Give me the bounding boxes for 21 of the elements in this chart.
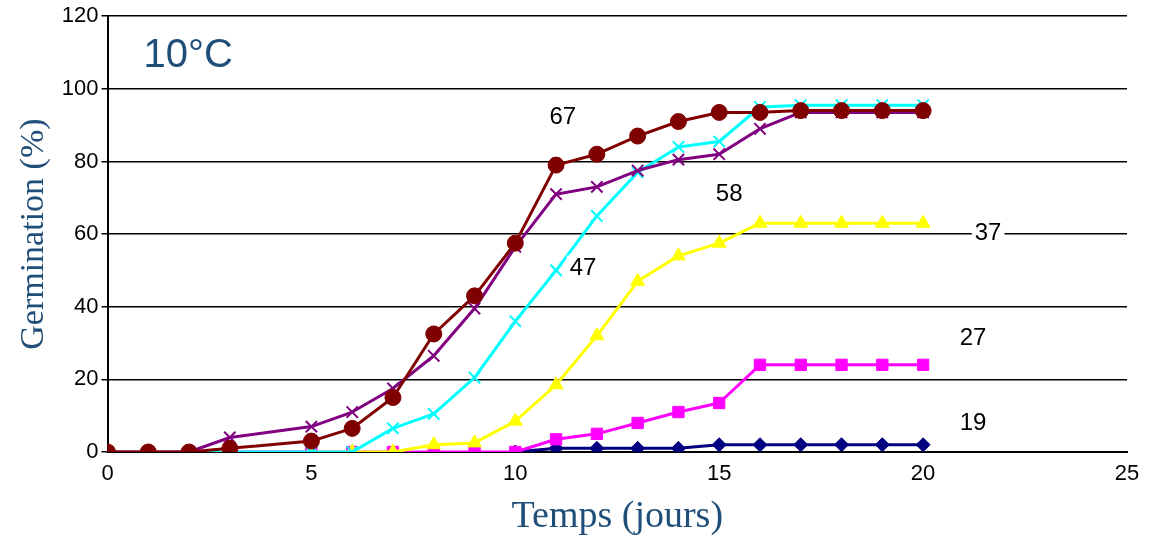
series-label: 58 (715, 178, 743, 206)
y-tick-label: 100 (61, 74, 99, 100)
y-tick-label: 20 (74, 365, 99, 391)
x-tick-label: 10 (503, 460, 528, 486)
x-tick-label: 25 (1114, 460, 1140, 486)
x-tick-label: 5 (305, 460, 318, 486)
series-label: 27 (959, 323, 987, 351)
series-label: 37 (974, 217, 1002, 245)
y-tick-label: 120 (61, 2, 99, 28)
series-label: 47 (569, 253, 597, 281)
chart-title: 10°C (143, 31, 233, 76)
y-tick-label: 0 (86, 438, 99, 464)
y-tick-label: 80 (74, 147, 99, 173)
x-axis-title: Temps (jours) (511, 493, 724, 537)
x-tick-label: 20 (910, 460, 936, 486)
x-tick-label: 15 (706, 460, 732, 486)
y-tick-label: 40 (74, 292, 99, 318)
series-label: 19 (959, 408, 987, 436)
y-axis-title: Germination (%) (13, 118, 52, 350)
y-tick-label: 60 (74, 220, 99, 246)
series-label: 67 (549, 101, 577, 129)
